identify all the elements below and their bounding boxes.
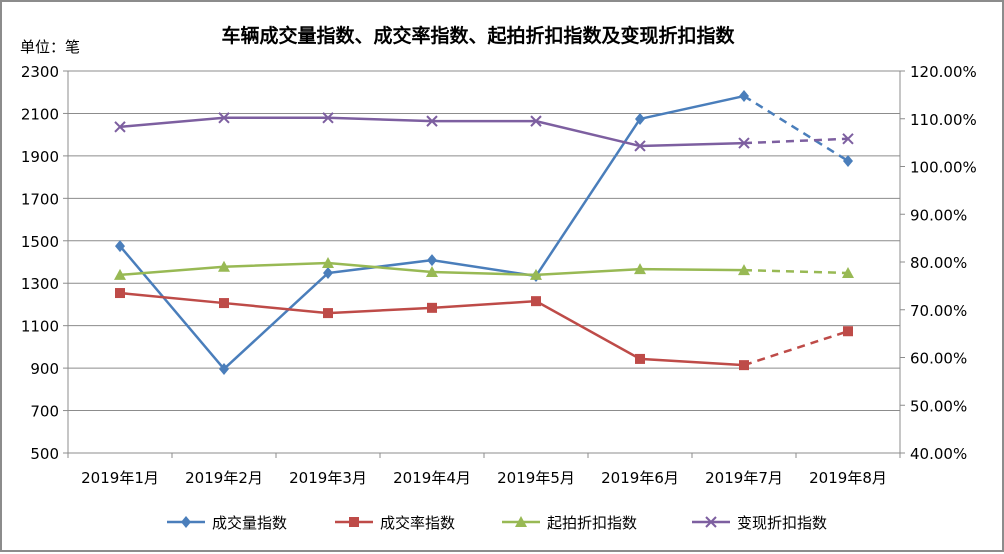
triangle-marker bbox=[114, 268, 126, 280]
series-1 bbox=[115, 90, 853, 375]
x-tick-label: 2019年6月 bbox=[601, 469, 679, 487]
series-2 bbox=[115, 288, 853, 371]
square-marker bbox=[323, 308, 333, 319]
diamond-marker bbox=[323, 267, 333, 280]
x-tick-label: 2019年1月 bbox=[81, 469, 159, 487]
unit-label: 单位：笔 bbox=[20, 38, 80, 56]
x-tick-label: 2019年7月 bbox=[705, 469, 783, 487]
legend-label: 成交量指数 bbox=[212, 514, 287, 532]
x-marker-stroke bbox=[705, 516, 717, 528]
triangle-marker bbox=[218, 260, 230, 272]
square-marker bbox=[115, 288, 125, 299]
series-dashed-segment bbox=[743, 330, 849, 367]
series-4 bbox=[114, 112, 854, 152]
left-tick-label: 500 bbox=[30, 445, 59, 463]
chart-title: 车辆成交量指数、成交率指数、起拍折扣指数及变现折扣指数 bbox=[221, 24, 735, 47]
diamond-marker bbox=[635, 112, 645, 125]
diamond-marker bbox=[219, 362, 229, 375]
x-marker-stroke bbox=[218, 112, 230, 124]
triangle-marker bbox=[515, 516, 527, 527]
right-tick-label: 50.00% bbox=[910, 397, 967, 415]
diamond-marker bbox=[115, 240, 125, 253]
right-tick-label: 100.00% bbox=[910, 159, 977, 177]
right-tick-label: 60.00% bbox=[910, 350, 967, 368]
x-marker bbox=[322, 112, 334, 124]
triangle-marker bbox=[530, 268, 542, 280]
square-marker bbox=[739, 360, 749, 371]
x-marker-stroke bbox=[634, 140, 646, 152]
left-tick-label: 2300 bbox=[21, 63, 59, 81]
x-marker-stroke bbox=[426, 115, 438, 127]
left-tick-label: 1900 bbox=[21, 148, 59, 166]
series-dashed-segment bbox=[743, 137, 849, 145]
diamond-marker bbox=[843, 154, 853, 167]
x-tick-label: 2019年4月 bbox=[393, 469, 471, 487]
x-tick-label: 2019年2月 bbox=[185, 469, 263, 487]
left-tick-label: 1100 bbox=[21, 318, 59, 336]
triangle-marker bbox=[426, 266, 438, 278]
right-tick-label: 80.00% bbox=[910, 254, 967, 272]
square-marker bbox=[843, 326, 853, 337]
x-tick-label: 2019年3月 bbox=[289, 469, 367, 487]
right-tick-label: 90.00% bbox=[910, 206, 967, 224]
square-marker bbox=[349, 517, 359, 527]
legend-label: 起拍折扣指数 bbox=[547, 514, 637, 532]
legend-label: 成交率指数 bbox=[380, 514, 455, 532]
x-marker-stroke bbox=[738, 137, 750, 149]
x-marker bbox=[426, 115, 438, 127]
series-3 bbox=[114, 256, 854, 280]
diamond-marker bbox=[181, 516, 191, 528]
x-marker bbox=[738, 137, 750, 149]
left-tick-label: 2100 bbox=[21, 105, 59, 123]
triangle-marker bbox=[322, 256, 334, 268]
diamond-marker bbox=[427, 254, 437, 267]
x-tick-label: 2019年5月 bbox=[497, 469, 575, 487]
square-marker bbox=[531, 296, 541, 307]
right-tick-label: 110.00% bbox=[910, 111, 977, 129]
left-tick-label: 1700 bbox=[21, 190, 59, 208]
x-marker-stroke bbox=[530, 115, 542, 127]
left-tick-label: 900 bbox=[30, 360, 59, 378]
left-tick-label: 1500 bbox=[21, 233, 59, 251]
x-marker bbox=[705, 516, 717, 528]
square-marker bbox=[635, 353, 645, 364]
x-tick-label: 2019年8月 bbox=[809, 469, 887, 487]
series-line bbox=[119, 94, 745, 371]
triangle-marker bbox=[738, 264, 750, 276]
x-marker bbox=[634, 140, 646, 152]
legend-item-2: 成交率指数 bbox=[335, 514, 455, 532]
right-tick-label: 70.00% bbox=[910, 302, 967, 320]
square-marker bbox=[219, 298, 229, 309]
left-tick-label: 700 bbox=[30, 403, 59, 421]
right-tick-label: 120.00% bbox=[910, 63, 977, 81]
legend-item-1: 成交量指数 bbox=[167, 514, 287, 532]
x-marker-stroke bbox=[322, 112, 334, 124]
legend-item-4: 变现折扣指数 bbox=[692, 514, 827, 532]
x-marker bbox=[218, 112, 230, 124]
x-marker bbox=[114, 121, 126, 133]
x-marker bbox=[530, 115, 542, 127]
square-marker bbox=[427, 302, 437, 313]
series-dashed-segment bbox=[743, 268, 849, 275]
x-marker-stroke bbox=[114, 121, 126, 133]
triangle-marker bbox=[634, 263, 646, 275]
triangle-marker bbox=[842, 266, 854, 278]
legend-label: 变现折扣指数 bbox=[737, 514, 827, 532]
left-tick-label: 1300 bbox=[21, 275, 59, 293]
diamond-marker bbox=[739, 90, 749, 103]
x-marker bbox=[842, 133, 854, 145]
legend-item-3: 起拍折扣指数 bbox=[502, 514, 637, 532]
series-dashed-segment bbox=[743, 94, 849, 163]
right-tick-label: 40.00% bbox=[910, 445, 967, 463]
x-marker-stroke bbox=[842, 133, 854, 145]
